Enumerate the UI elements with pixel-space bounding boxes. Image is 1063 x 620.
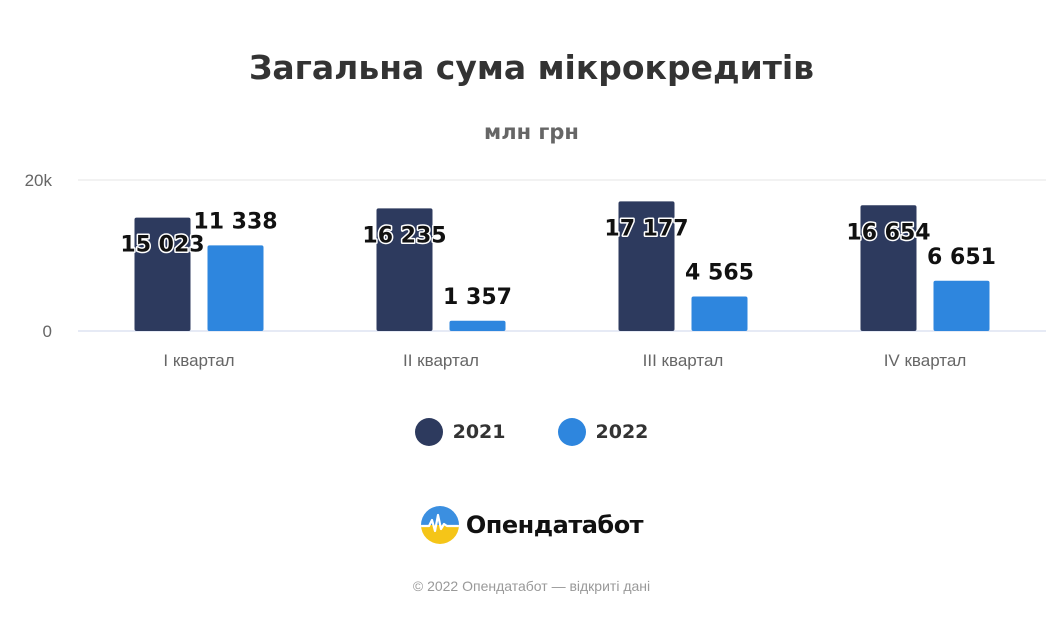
data-label-2022-q2: 1 357	[443, 285, 512, 310]
bar-2022-q1	[207, 245, 264, 331]
bar-2021-q3	[618, 201, 675, 331]
bar-2021-q1	[134, 217, 191, 331]
bar-2022-q2	[449, 320, 506, 331]
data-label-2022-q1: 11 338	[193, 209, 277, 234]
data-label-2021-q1: 15 023	[120, 233, 204, 258]
legend-swatch-2021	[414, 418, 443, 446]
x-tick-label: III квартал	[643, 351, 724, 370]
brand-logo[interactable]: Опендатабот	[0, 505, 1063, 545]
data-label-2021-q2: 16 235	[362, 223, 446, 248]
x-tick-label: IV квартал	[884, 351, 967, 370]
bar-2022-q3	[691, 296, 748, 331]
y-tick-label: 0	[43, 322, 52, 341]
bar-2021-q4	[860, 205, 917, 331]
data-label-2021-q3: 17 177	[604, 216, 688, 241]
legend-item-2022[interactable]: 2022	[557, 418, 649, 446]
bar-2022-q4	[933, 280, 990, 331]
credits: © 2022 Опендатабот — відкриті дані	[412, 578, 651, 594]
chart-subtitle: млн грн	[484, 120, 579, 144]
data-label-2022-q4: 6 651	[927, 245, 996, 270]
x-tick-label: I квартал	[163, 351, 234, 370]
legend-item-2021[interactable]: 2021	[414, 418, 506, 446]
legend-label-2022: 2022	[595, 421, 649, 443]
brand-name: Опендатабот	[465, 511, 644, 539]
data-label-2021-q4: 16 654	[846, 220, 930, 245]
legend-label-2021: 2021	[452, 421, 506, 443]
chart-title: Загальна сума мікрокредитів	[248, 48, 815, 87]
data-label-2022-q3: 4 565	[685, 261, 754, 286]
legend-swatch-2022	[557, 418, 586, 446]
bar-2021-q2	[376, 208, 433, 331]
y-tick-label: 20k	[25, 171, 53, 190]
x-tick-label: II квартал	[403, 351, 479, 370]
legend: 2021 2022	[0, 418, 1063, 446]
opendatabot-logo-icon	[420, 506, 459, 544]
